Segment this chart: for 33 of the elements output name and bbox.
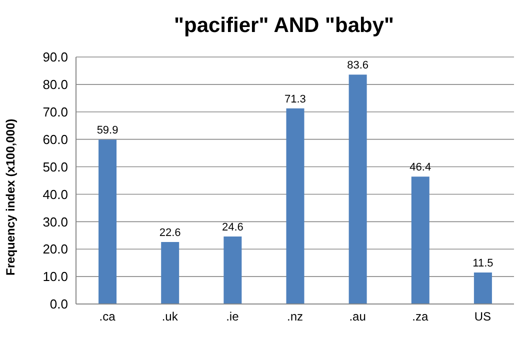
x-tick-label: .nz xyxy=(286,310,304,324)
x-tick-label: .uk xyxy=(162,310,179,324)
bar xyxy=(411,176,430,304)
bar xyxy=(98,140,117,304)
x-tick-label: .ie xyxy=(226,310,240,324)
bar xyxy=(474,272,492,304)
data-label: 24.6 xyxy=(222,221,244,234)
bar xyxy=(161,242,180,304)
data-label: 83.6 xyxy=(347,60,369,72)
y-tick-label: 30.0 xyxy=(42,214,68,230)
data-label: 11.5 xyxy=(472,257,494,270)
data-label: 22.6 xyxy=(159,226,181,239)
y-tick-label: 60.0 xyxy=(42,132,68,147)
data-label: 46.4 xyxy=(410,162,432,174)
x-tick-label: .ca xyxy=(99,310,116,324)
y-tick-label: 10.0 xyxy=(42,269,68,284)
chart-title: "pacifier" AND "baby" xyxy=(174,14,394,37)
bar xyxy=(224,236,242,304)
x-tick-label: .za xyxy=(412,310,428,324)
y-axis-title: Frequency index (x100,000) xyxy=(3,118,18,276)
x-tick-label: US xyxy=(474,310,492,324)
bar xyxy=(348,74,367,304)
y-tick-label: 80.0 xyxy=(42,77,68,92)
data-label: 59.9 xyxy=(96,124,118,137)
y-tick-label: 70.0 xyxy=(42,104,68,120)
y-tick-label: 0.0 xyxy=(50,296,68,312)
data-label: 71.3 xyxy=(284,93,306,106)
bar xyxy=(286,108,304,304)
y-tick-label: 50.0 xyxy=(42,159,68,174)
y-tick-label: 40.0 xyxy=(42,186,68,202)
y-tick-label: 90.0 xyxy=(42,50,68,65)
y-tick-label: 20.0 xyxy=(42,242,68,257)
x-tick-label: .au xyxy=(349,310,366,324)
